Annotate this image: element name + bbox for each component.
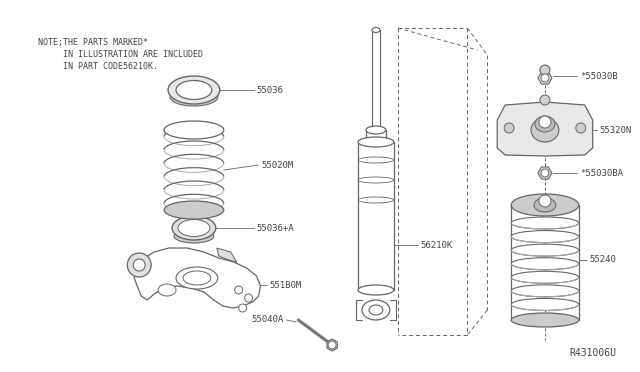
Circle shape [133, 259, 145, 271]
Text: NOTE;THE PARTS MARKED*: NOTE;THE PARTS MARKED* [38, 38, 148, 47]
Text: 55240: 55240 [589, 256, 616, 264]
Ellipse shape [172, 216, 216, 240]
Ellipse shape [511, 313, 579, 327]
Ellipse shape [358, 157, 394, 163]
Ellipse shape [358, 137, 394, 147]
Ellipse shape [164, 121, 224, 139]
Polygon shape [327, 339, 337, 351]
Ellipse shape [176, 80, 212, 99]
Ellipse shape [372, 28, 380, 32]
Ellipse shape [170, 88, 218, 106]
Circle shape [328, 341, 336, 349]
Circle shape [540, 95, 550, 105]
Text: *55030BA: *55030BA [580, 169, 623, 177]
Ellipse shape [178, 219, 210, 237]
Ellipse shape [511, 217, 579, 229]
Text: 56210K: 56210K [420, 241, 453, 250]
Ellipse shape [511, 285, 579, 297]
Ellipse shape [358, 177, 394, 183]
Circle shape [127, 253, 151, 277]
Circle shape [540, 65, 550, 75]
Ellipse shape [362, 300, 390, 320]
Text: 55020M: 55020M [262, 160, 294, 170]
Circle shape [539, 116, 551, 128]
Ellipse shape [164, 201, 224, 219]
Ellipse shape [511, 244, 579, 256]
Ellipse shape [358, 285, 394, 295]
Ellipse shape [511, 231, 579, 243]
Circle shape [541, 74, 549, 82]
Circle shape [539, 195, 551, 207]
Circle shape [504, 123, 514, 133]
Text: 55040A: 55040A [251, 315, 284, 324]
Ellipse shape [369, 305, 383, 315]
Text: 55036: 55036 [257, 86, 284, 94]
Ellipse shape [366, 126, 386, 134]
Polygon shape [217, 248, 237, 262]
Text: *55030B: *55030B [580, 71, 618, 80]
Ellipse shape [366, 138, 386, 146]
Polygon shape [134, 248, 260, 308]
Ellipse shape [174, 229, 214, 243]
Text: IN PART CODE56210K.: IN PART CODE56210K. [38, 62, 158, 71]
Text: 55320N: 55320N [600, 125, 632, 135]
Text: IN ILLUSTRATION ARE INCLUDED: IN ILLUSTRATION ARE INCLUDED [38, 50, 203, 59]
Ellipse shape [535, 116, 555, 132]
Circle shape [541, 169, 549, 177]
Ellipse shape [511, 298, 579, 310]
Circle shape [576, 123, 586, 133]
Text: R431006U: R431006U [570, 348, 616, 358]
Ellipse shape [183, 271, 211, 285]
Ellipse shape [183, 222, 205, 234]
Polygon shape [497, 102, 593, 156]
Text: 551B0M: 551B0M [269, 280, 301, 289]
Ellipse shape [511, 258, 579, 270]
Polygon shape [538, 72, 552, 84]
Ellipse shape [534, 198, 556, 212]
Text: 55036+A: 55036+A [257, 224, 294, 232]
Ellipse shape [511, 271, 579, 283]
Ellipse shape [358, 197, 394, 203]
Ellipse shape [168, 76, 220, 104]
Ellipse shape [511, 194, 579, 216]
Circle shape [244, 294, 253, 302]
Ellipse shape [158, 284, 176, 296]
Ellipse shape [176, 267, 218, 289]
Circle shape [235, 286, 243, 294]
Circle shape [239, 304, 246, 312]
Ellipse shape [531, 118, 559, 142]
Polygon shape [538, 167, 552, 179]
